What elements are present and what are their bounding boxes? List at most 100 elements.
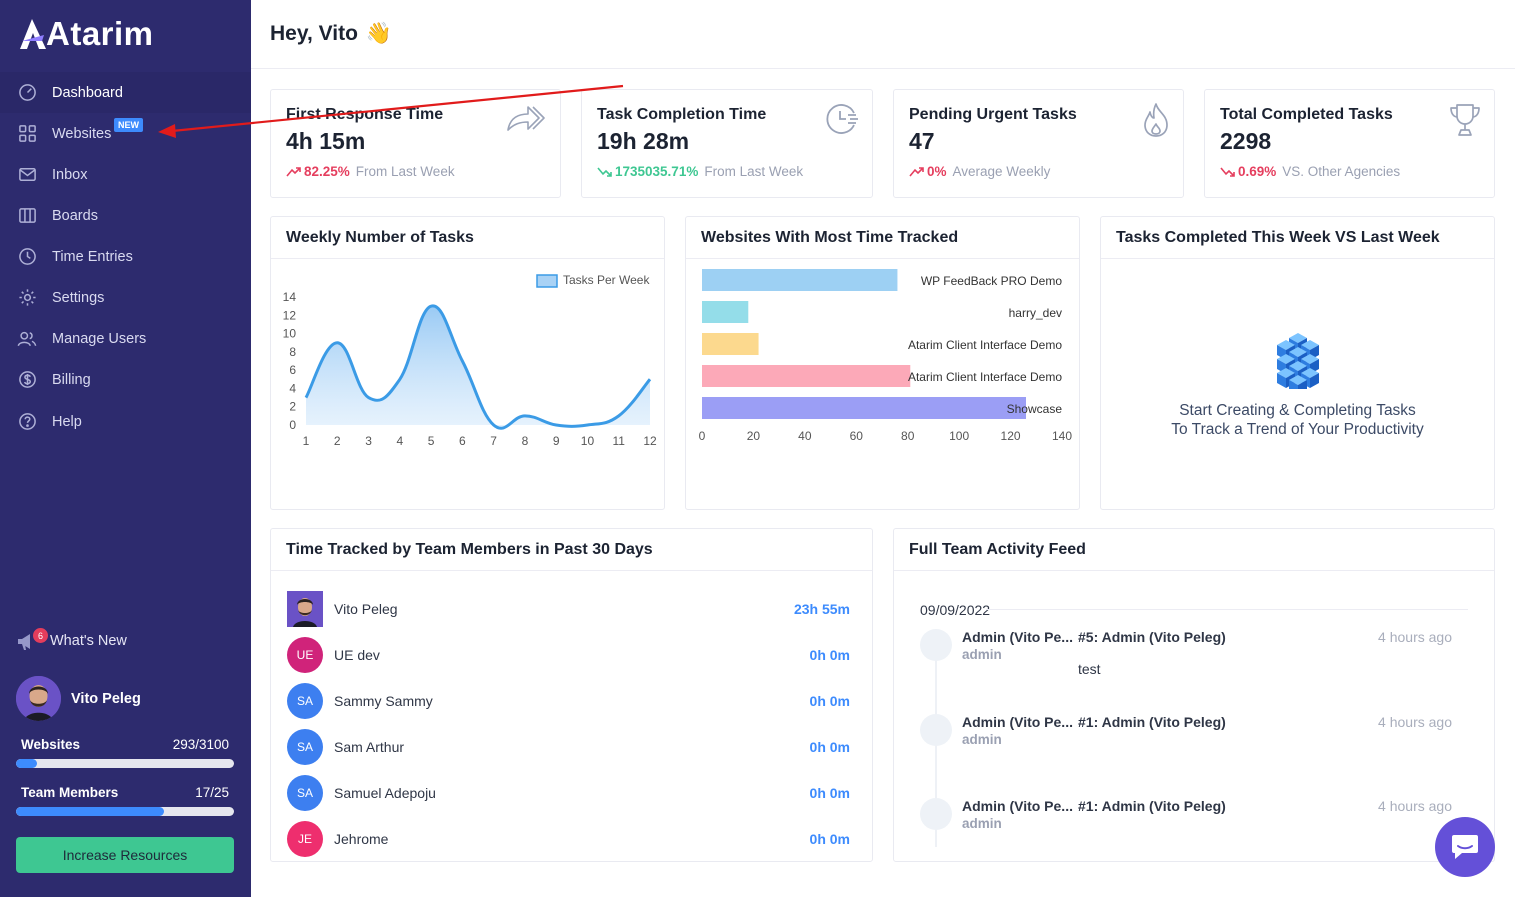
x-tick-label: 12 <box>643 434 657 448</box>
stat-footer: 82.25% From Last Week <box>286 164 455 179</box>
member-name: Sam Arthur <box>334 739 405 755</box>
card-title: Tasks Completed This Week VS Last Week <box>1116 229 1440 246</box>
quota-value: 17/25 <box>195 785 229 800</box>
feed-time: 4 hours ago <box>1378 798 1452 814</box>
feed-author: Admin (Vito Pe... <box>962 798 1073 814</box>
sidebar-item-manage-users[interactable]: Manage Users <box>0 318 251 359</box>
category-label: WP FeedBack PRO Demo <box>921 274 1062 288</box>
stat-note: VS. Other Agencies <box>1282 164 1401 179</box>
feed-time: 4 hours ago <box>1378 714 1452 730</box>
trend-up-icon <box>286 166 301 177</box>
feed-item: Admin (Vito Pe... admin #5: Admin (Vito Pe… <box>920 629 1474 689</box>
feed-role: admin <box>962 732 1002 747</box>
category-label: harry_dev <box>1009 306 1062 320</box>
sidebar-item-label: Boards <box>52 207 98 224</box>
stat-footer: 0.69% VS. Other Agencies <box>1220 164 1400 179</box>
sidebar-item-websites[interactable]: Websites <box>0 113 251 154</box>
card-header: Websites With Most Time Tracked <box>686 217 1079 259</box>
sidebar-item-billing[interactable]: Billing <box>0 359 251 400</box>
card-title: Weekly Number of Tasks <box>286 229 474 246</box>
quota-progress-fill <box>16 807 165 816</box>
legend-label: Tasks Per Week <box>563 273 650 287</box>
chat-button[interactable] <box>1435 817 1495 877</box>
feed-author: Admin (Vito Pe... <box>962 629 1073 645</box>
stat-card-task-completion: Task Completion Time 19h 28m 1735035.71%… <box>581 89 873 198</box>
legend-swatch <box>536 274 558 288</box>
x-tick-label: 7 <box>490 434 497 448</box>
category-label: Atarim Client Interface Demo <box>908 338 1062 352</box>
flame-icon <box>1141 102 1171 143</box>
sidebar-item-label: Help <box>52 413 82 430</box>
y-tick-label: 6 <box>289 363 296 377</box>
new-badge: NEW <box>114 118 143 132</box>
forward-arrows-icon <box>506 102 548 139</box>
feed-action: #1: Admin (Vito Peleg) <box>1078 714 1226 730</box>
websites-quota: Websites 293/3100 <box>16 737 234 768</box>
sidebar-item-time-entries[interactable]: Time Entries <box>0 236 251 277</box>
stat-title: First Response Time <box>286 106 444 123</box>
whats-new-link[interactable]: What's New <box>16 630 127 652</box>
sidebar-item-help[interactable]: Help <box>0 401 251 442</box>
dollar-icon <box>17 370 37 390</box>
x-tick-label: 0 <box>699 429 706 443</box>
sidebar: Atarim Dashboard Websites NEW Inbox Boar… <box>0 0 251 897</box>
avatar: JE <box>287 821 323 857</box>
card-header: Weekly Number of Tasks <box>271 217 664 259</box>
avatar: UE <box>287 637 323 673</box>
x-tick-label: 40 <box>798 429 812 443</box>
sidebar-item-inbox[interactable]: Inbox <box>0 154 251 195</box>
member-name: Vito Peleg <box>334 601 398 617</box>
waving-hand-icon: 👋 <box>365 22 393 45</box>
list-item: JE Jehrome 0h 0m <box>287 821 850 857</box>
sidebar-item-dashboard[interactable]: Dashboard <box>0 72 251 113</box>
list-item: Vito Peleg 23h 55m <box>287 591 850 627</box>
user-profile[interactable]: Vito Peleg <box>16 676 141 721</box>
top-bar: Hey, Vito 👋 <box>251 0 1515 69</box>
category-label: Showcase <box>1007 402 1063 416</box>
websites-time-chart: WP FeedBack PRO Demo harry_dev Atarim Clie… <box>699 269 1072 443</box>
timeline-line <box>935 647 937 847</box>
avatar: SA <box>287 775 323 811</box>
atarim-logo[interactable]: Atarim <box>18 12 154 56</box>
avatar: SA <box>287 683 323 719</box>
sidebar-item-label: Settings <box>52 289 105 306</box>
stat-title: Total Completed Tasks <box>1220 106 1393 123</box>
feed-action: #5: Admin (Vito Peleg) <box>1078 629 1226 645</box>
quota-value: 293/3100 <box>172 737 229 752</box>
stat-note: From Last Week <box>704 164 804 179</box>
megaphone-icon <box>18 634 30 650</box>
x-tick-label: 2 <box>334 434 341 448</box>
dashboard-gauge-icon <box>17 83 37 103</box>
bar <box>702 365 911 387</box>
timeline-dot <box>920 714 952 746</box>
stat-percent: 82.25% <box>304 164 350 179</box>
stat-card-total-completed: Total Completed Tasks 2298 0.69% VS. Oth… <box>1204 89 1495 198</box>
sidebar-item-settings[interactable]: Settings <box>0 277 251 318</box>
quota-progress-bar <box>16 759 234 768</box>
y-tick-label: 4 <box>289 381 296 395</box>
increase-resources-button[interactable]: Increase Resources <box>16 837 234 873</box>
empty-state-line-2: To Track a Trend of Your Productivity <box>1171 421 1424 438</box>
card-title: Websites With Most Time Tracked <box>701 229 959 246</box>
empty-state: Start Creating & Completing Tasks To Tra… <box>1101 327 1494 439</box>
trend-down-icon <box>1220 166 1235 177</box>
timeline-dot <box>920 629 952 661</box>
stat-title: Task Completion Time <box>597 106 767 123</box>
x-tick-label: 9 <box>553 434 560 448</box>
x-tick-label: 11 <box>612 434 625 448</box>
feed-comment: test <box>1078 661 1101 677</box>
sidebar-item-boards[interactable]: Boards <box>0 195 251 236</box>
weekly-tasks-card: Weekly Number of Tasks Tasks Per Week 0 2 4… <box>270 216 665 510</box>
feed-action: #1: Admin (Vito Peleg) <box>1078 798 1226 814</box>
list-item: SA Sammy Sammy 0h 0m <box>287 683 850 719</box>
x-tick-label: 8 <box>522 434 529 448</box>
feed-role: admin <box>962 816 1002 831</box>
mail-icon <box>17 165 37 185</box>
card-header: Tasks Completed This Week VS Last Week <box>1101 217 1494 259</box>
list-item: SA Samuel Adepoju 0h 0m <box>287 775 850 811</box>
sidebar-item-label: Billing <box>52 371 91 388</box>
member-name: Jehrome <box>334 831 389 847</box>
y-tick-label: 14 <box>283 290 297 304</box>
card-title: Time Tracked by Team Members in Past 30 … <box>286 541 653 558</box>
stat-footer: 1735035.71% From Last Week <box>597 164 803 179</box>
